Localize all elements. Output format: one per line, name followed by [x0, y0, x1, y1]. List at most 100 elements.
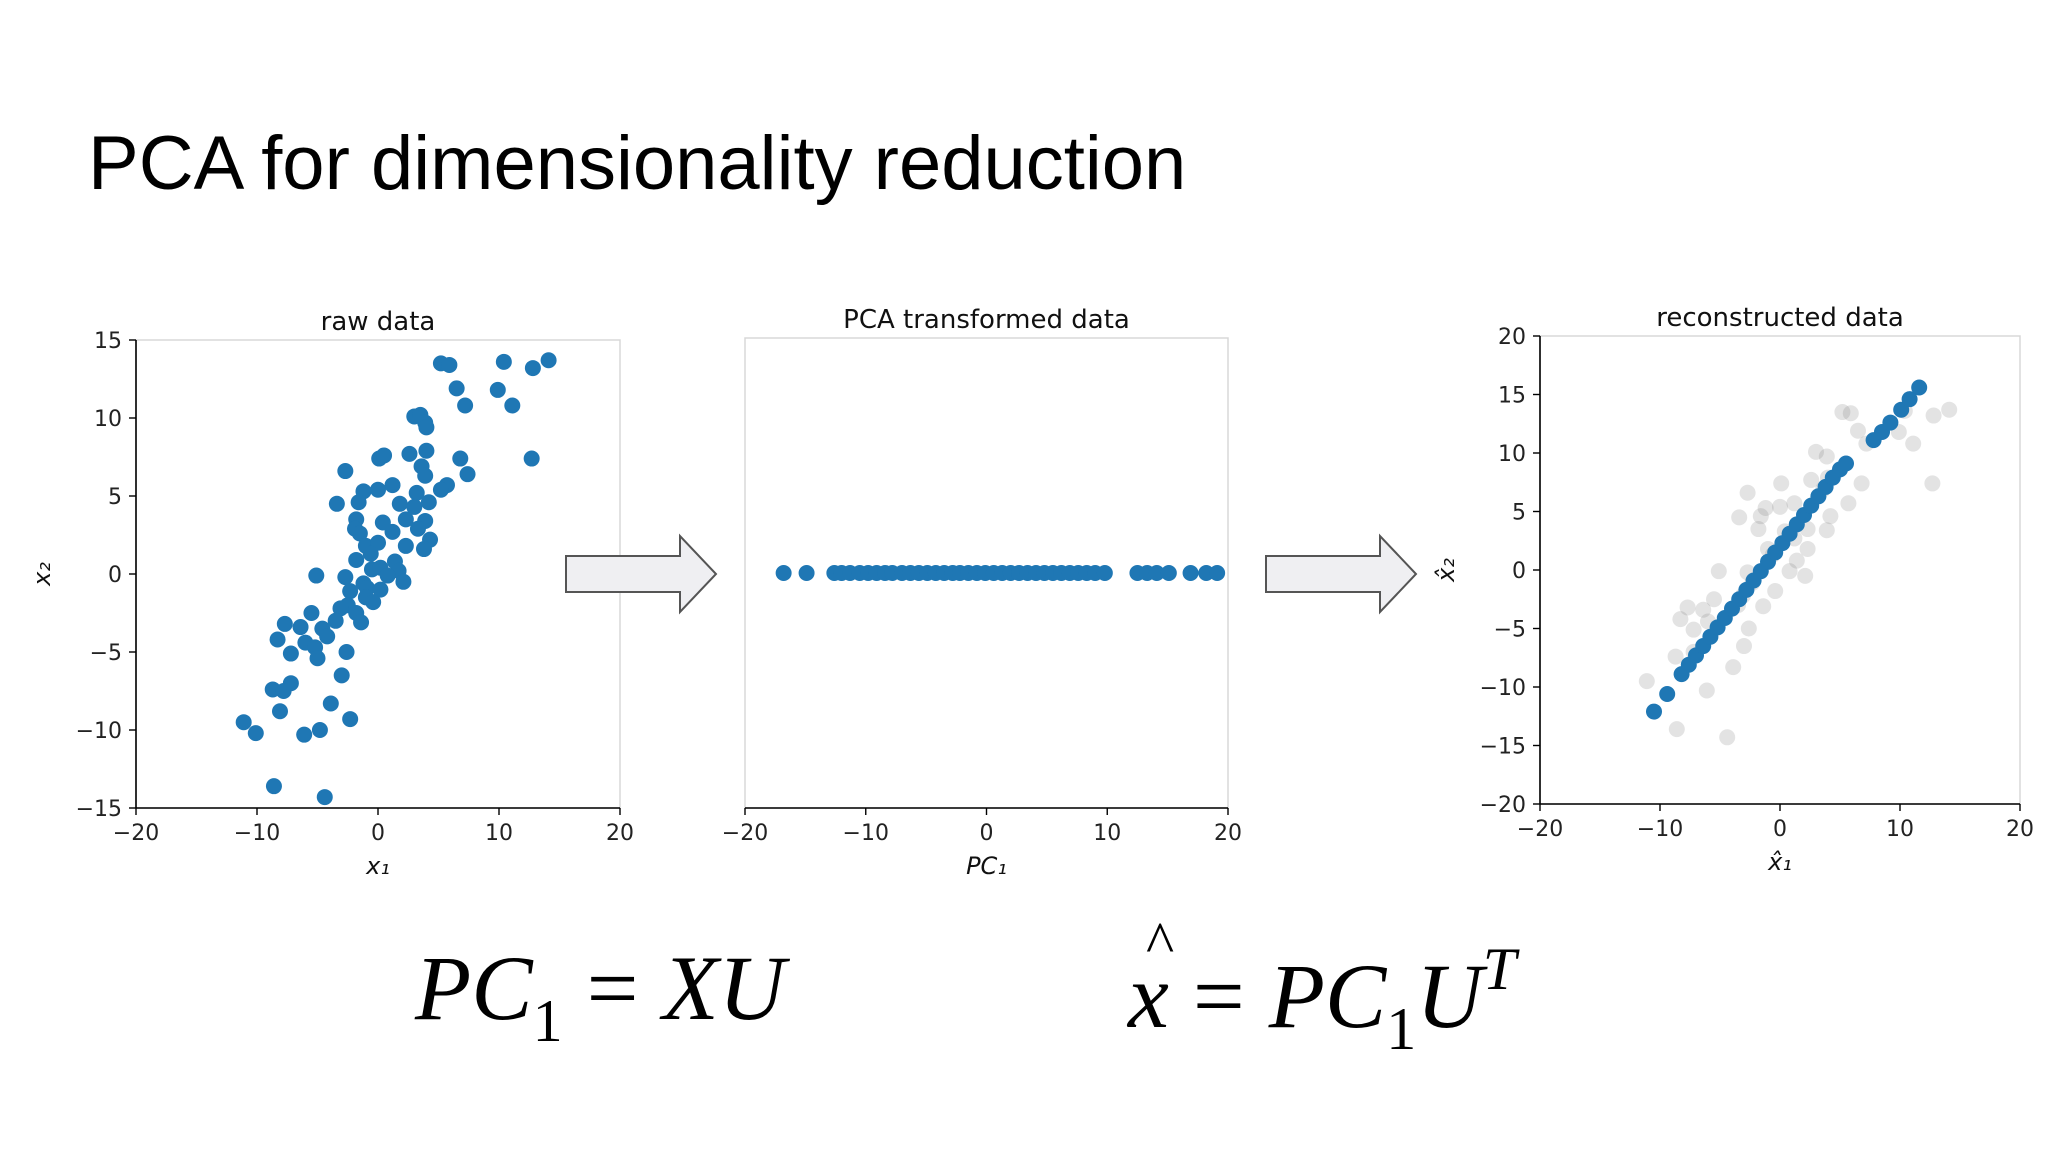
pca-transformed-panel: −20 −10 0 10 20 PCA transformed data PC₁ [722, 305, 1242, 880]
y-tick-label: −15 [76, 797, 122, 822]
raw-data-point [303, 605, 320, 621]
raw-data-point [311, 722, 328, 738]
original-ghost-point [1638, 673, 1655, 690]
raw-data-point [276, 615, 293, 632]
equation-xhat: x [1128, 909, 1174, 1049]
pca-point [1160, 565, 1177, 581]
original-ghost-point [1803, 471, 1820, 488]
raw-data-point [391, 495, 408, 512]
x-tick-label: 10 [1886, 817, 1914, 842]
original-ghost-point [1788, 552, 1805, 569]
original-ghost-point [1853, 475, 1870, 492]
y-tick-label: −5 [1494, 618, 1526, 643]
original-ghost-point [1698, 682, 1715, 699]
raw-data-point [384, 477, 401, 494]
original-ghost-point [1685, 621, 1702, 638]
raw-data-point [308, 567, 325, 584]
raw-data-point [395, 573, 412, 590]
original-ghost-point [1822, 508, 1839, 525]
raw-data-point [342, 711, 359, 728]
original-ghost-point [1799, 540, 1816, 557]
raw-data-point [452, 450, 469, 467]
slide-title: PCA for dimensionality reduction [88, 121, 1187, 206]
x-tick-label: 0 [980, 821, 994, 846]
x-tick-label: −20 [1517, 817, 1563, 842]
original-ghost-point [1668, 721, 1685, 738]
y-axis-label: x₂ [28, 562, 56, 587]
raw-data-point [235, 714, 252, 731]
chart-title: reconstructed data [1656, 303, 1904, 333]
y-tick-label: 0 [1512, 559, 1526, 584]
x-tick-label: −10 [1637, 817, 1683, 842]
equation-pc1: PC1 = XU [415, 935, 785, 1056]
original-ghost-point [1667, 648, 1684, 665]
equation-reconstruction-rhs: PC [1268, 945, 1387, 1047]
original-ghost-point [1739, 484, 1756, 501]
pca-point [1182, 565, 1199, 581]
raw-data-point [342, 583, 359, 600]
original-ghost-point [1941, 401, 1958, 418]
x-axis-label: x̂₁ [1767, 848, 1792, 876]
x-tick-label: 10 [1093, 821, 1121, 846]
raw-data-point [489, 381, 506, 398]
pca-point [1148, 565, 1165, 581]
reconstructed-point [1911, 379, 1928, 396]
raw-data-point [459, 466, 476, 483]
x-tick-label: −20 [722, 821, 768, 846]
original-ghost-point [1719, 729, 1736, 746]
raw-data-point [540, 352, 557, 369]
y-tick-label: −10 [1480, 676, 1526, 701]
raw-data-point [353, 614, 370, 631]
raw-data-point [309, 650, 326, 667]
raw-data-point [337, 463, 354, 480]
raw-data-point [397, 537, 414, 554]
pca-point [1209, 565, 1226, 581]
original-ghost-point [1842, 405, 1859, 422]
reconstructed-panel: −20 −10 0 10 20 −20 −15 −10 −5 0 5 10 15 20 reconstruc… [1432, 303, 2034, 876]
reconstructed-point [1659, 686, 1676, 703]
raw-data-point [316, 789, 333, 806]
raw-data-point [269, 631, 286, 648]
x-tick-label: 20 [2006, 817, 2034, 842]
pca-point [775, 565, 792, 581]
reconstructed-point [1901, 391, 1918, 408]
raw-data-panel: −20 −10 0 10 20 −15 −10 −5 0 5 10 15 raw data x₁ x₂ [28, 307, 634, 880]
raw-data-point [265, 778, 282, 795]
original-ghost-point [1781, 563, 1798, 580]
original-ghost-point [1924, 475, 1941, 492]
raw-data-point [384, 523, 401, 540]
chart-title: PCA transformed data [843, 305, 1130, 335]
reconstructed-point [1646, 703, 1662, 720]
original-ghost-point [1736, 638, 1752, 655]
arrow-right-icon [1265, 533, 1418, 615]
raw-data-point [415, 541, 432, 558]
raw-data-point [332, 600, 349, 617]
raw-data-point [328, 495, 345, 512]
y-tick-label: 20 [1498, 325, 1526, 350]
original-ghost-point [1850, 422, 1866, 439]
x-tick-label: 0 [1773, 817, 1787, 842]
raw-data-point [337, 569, 354, 586]
raw-data-point [322, 695, 339, 712]
original-ghost-point [1679, 599, 1696, 616]
equation-pc1-lhs: PC [415, 937, 533, 1039]
raw-data-point [333, 667, 350, 684]
equation-reconstruction-superscript: T [1482, 936, 1517, 1002]
y-tick-label: −15 [1480, 735, 1526, 760]
y-tick-label: 10 [1498, 442, 1526, 467]
original-ghost-point [1695, 601, 1712, 618]
original-ghost-point [1672, 611, 1689, 628]
raw-data-point [327, 612, 344, 629]
original-ghost-point [1767, 583, 1784, 600]
original-ghost-point [1840, 495, 1857, 512]
raw-data-point [376, 447, 393, 464]
raw-data-point [417, 467, 434, 484]
original-ghost-point [1818, 448, 1835, 465]
raw-data-point [441, 356, 458, 373]
original-ghost-point [1772, 498, 1788, 515]
original-ghost-point [1925, 407, 1942, 424]
raw-data-point [457, 397, 474, 414]
reconstructed-point [1882, 414, 1899, 431]
raw-data-point [406, 498, 423, 515]
